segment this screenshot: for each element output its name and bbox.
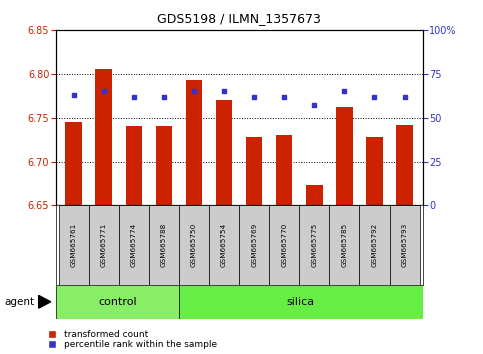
Point <box>250 94 258 99</box>
Bar <box>299 205 329 285</box>
Bar <box>246 137 262 205</box>
Text: GSM665770: GSM665770 <box>281 223 287 267</box>
Text: GSM665754: GSM665754 <box>221 223 227 267</box>
Text: GSM665775: GSM665775 <box>312 223 317 267</box>
Text: GSM665788: GSM665788 <box>161 223 167 267</box>
Point <box>280 94 288 99</box>
Bar <box>329 205 359 285</box>
Bar <box>89 205 119 285</box>
Text: GSM665769: GSM665769 <box>251 223 257 267</box>
Bar <box>389 205 420 285</box>
Point <box>220 88 228 94</box>
Bar <box>306 185 323 205</box>
Point <box>311 103 318 108</box>
Bar <box>359 205 389 285</box>
Point <box>70 92 77 98</box>
Legend: transformed count, percentile rank within the sample: transformed count, percentile rank withi… <box>43 330 217 349</box>
Point <box>100 88 108 94</box>
Bar <box>269 205 299 285</box>
Bar <box>65 122 82 205</box>
Text: agent: agent <box>5 297 35 307</box>
Bar <box>185 80 202 205</box>
Bar <box>58 205 89 285</box>
Bar <box>179 205 209 285</box>
Bar <box>396 125 413 205</box>
Point <box>341 88 348 94</box>
Text: GSM665793: GSM665793 <box>401 223 408 267</box>
Bar <box>239 205 269 285</box>
Bar <box>126 126 142 205</box>
Text: GSM665774: GSM665774 <box>131 223 137 267</box>
Text: GSM665792: GSM665792 <box>371 223 378 267</box>
Point <box>160 94 168 99</box>
Bar <box>56 285 179 319</box>
Point <box>370 94 378 99</box>
Bar <box>366 137 383 205</box>
Text: GDS5198 / ILMN_1357673: GDS5198 / ILMN_1357673 <box>157 12 321 25</box>
Point <box>401 94 409 99</box>
Bar <box>216 100 232 205</box>
Bar <box>119 205 149 285</box>
Bar <box>336 107 353 205</box>
Point <box>190 88 198 94</box>
Point <box>130 94 138 99</box>
Text: GSM665771: GSM665771 <box>100 223 107 267</box>
Text: control: control <box>98 297 137 307</box>
Text: silica: silica <box>287 297 315 307</box>
Text: GSM665750: GSM665750 <box>191 223 197 267</box>
Bar <box>149 205 179 285</box>
Bar <box>276 135 293 205</box>
Text: GSM665785: GSM665785 <box>341 223 347 267</box>
Bar <box>96 69 112 205</box>
Text: GSM665761: GSM665761 <box>71 223 77 267</box>
Bar <box>156 126 172 205</box>
Bar <box>179 285 423 319</box>
Bar <box>209 205 239 285</box>
